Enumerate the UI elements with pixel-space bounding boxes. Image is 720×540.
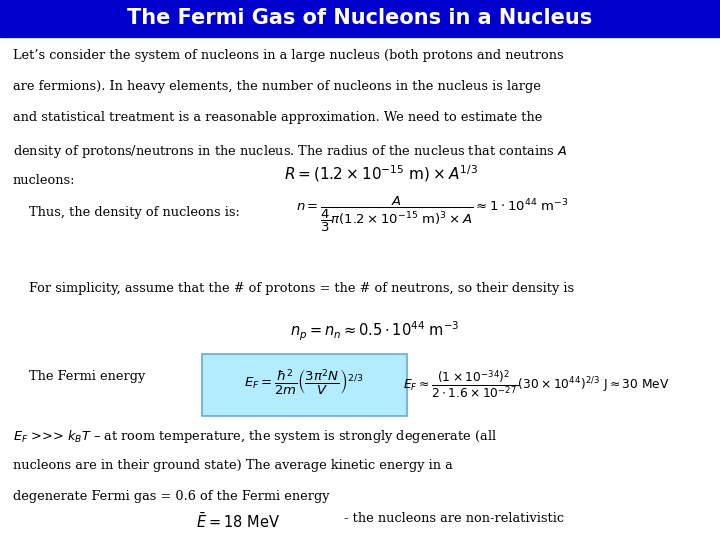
Text: The Fermi Gas of Nucleons in a Nucleus: The Fermi Gas of Nucleons in a Nucleus (127, 8, 593, 29)
Text: density of protons/neutrons in the nucleus. The radius of the nucleus that conta: density of protons/neutrons in the nucle… (13, 143, 567, 159)
Text: For simplicity, assume that the # of protons = the # of neutrons, so their densi: For simplicity, assume that the # of pro… (29, 282, 574, 295)
Text: The Fermi energy: The Fermi energy (29, 370, 145, 383)
Text: and statistical treatment is a reasonable approximation. We need to estimate the: and statistical treatment is a reasonabl… (13, 111, 542, 124)
Text: $n_p = n_n \approx 0.5\cdot10^{44}\ \mathrm{m}^{-3}$: $n_p = n_n \approx 0.5\cdot10^{44}\ \mat… (289, 320, 459, 343)
Text: Thus, the density of nucleons is:: Thus, the density of nucleons is: (29, 206, 240, 219)
Text: Let’s consider the system of nucleons in a large nucleus (both protons and neutr: Let’s consider the system of nucleons in… (13, 49, 564, 62)
Text: $\bar{E} = 18\ \mathrm{MeV}$: $\bar{E} = 18\ \mathrm{MeV}$ (196, 512, 279, 531)
Text: - the nucleons are non-relativistic: - the nucleons are non-relativistic (343, 512, 564, 525)
FancyBboxPatch shape (202, 354, 407, 416)
Text: degenerate Fermi gas = 0.6 of the Fermi energy: degenerate Fermi gas = 0.6 of the Fermi … (13, 490, 330, 503)
Text: $E_F$ >>> $k_BT$ – at room temperature, the system is strongly degenerate (all: $E_F$ >>> $k_BT$ – at room temperature, … (13, 428, 497, 444)
Text: $E_F \approx \dfrac{\left(1\times10^{-34}\right)^2}{2\cdot1.6\times10^{-27}}\lef: $E_F \approx \dfrac{\left(1\times10^{-34… (403, 368, 670, 401)
Text: $R = \left(1.2 \times 10^{-15}\ \mathrm{m}\right) \times A^{1/3}$: $R = \left(1.2 \times 10^{-15}\ \mathrm{… (284, 163, 479, 184)
Text: are fermions). In heavy elements, the number of nucleons in the nucleus is large: are fermions). In heavy elements, the nu… (13, 80, 541, 93)
Text: nucleons:: nucleons: (13, 174, 76, 187)
Text: $n = \dfrac{A}{\dfrac{4}{3}\pi\left(1.2\times10^{-15}\ \mathrm{m}\right)^3 \time: $n = \dfrac{A}{\dfrac{4}{3}\pi\left(1.2\… (296, 194, 568, 234)
FancyBboxPatch shape (0, 0, 720, 37)
Text: $E_F = \dfrac{\hbar^2}{2m}\left(\dfrac{3\pi^2 N}{V}\right)^{2/3}$: $E_F = \dfrac{\hbar^2}{2m}\left(\dfrac{3… (244, 368, 364, 397)
Text: nucleons are in their ground state) The average kinetic energy in a: nucleons are in their ground state) The … (13, 459, 453, 472)
